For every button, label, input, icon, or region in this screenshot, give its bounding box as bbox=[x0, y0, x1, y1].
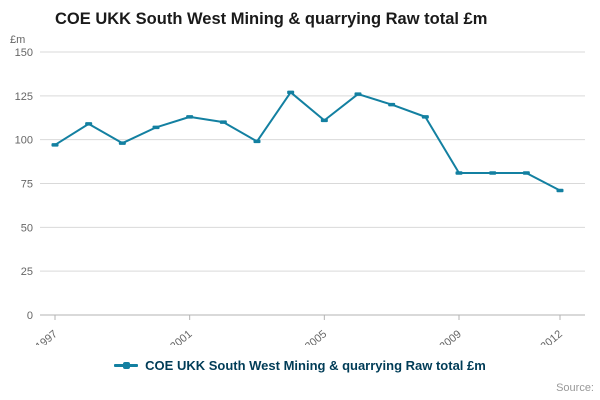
y-tick-label: 100 bbox=[15, 135, 33, 147]
x-tick-label: 2009 bbox=[437, 328, 463, 345]
data-point-marker bbox=[118, 141, 126, 145]
y-tick-label: 25 bbox=[21, 266, 33, 278]
data-point-marker bbox=[219, 120, 227, 124]
x-tick-label: 2012 bbox=[538, 328, 564, 345]
legend: COE UKK South West Mining & quarrying Ra… bbox=[0, 358, 600, 373]
legend-label: COE UKK South West Mining & quarrying Ra… bbox=[145, 358, 486, 373]
y-axis-unit-label: £m bbox=[10, 34, 26, 46]
data-point-marker bbox=[522, 171, 530, 175]
data-point-marker bbox=[320, 118, 328, 123]
y-tick-label: 125 bbox=[15, 91, 33, 103]
data-point-marker bbox=[556, 188, 564, 193]
data-point-marker bbox=[388, 102, 396, 107]
data-point-marker bbox=[489, 171, 497, 175]
data-point-marker bbox=[354, 92, 362, 96]
y-tick-label: 50 bbox=[21, 222, 33, 234]
data-point-marker bbox=[455, 171, 463, 175]
data-point-marker bbox=[85, 122, 93, 126]
chart-canvas: 0 25 50 75 100 125 150 1997 2001 2005 2009 2012 bbox=[15, 47, 585, 353]
data-point-marker bbox=[253, 139, 261, 144]
data-point-marker bbox=[186, 115, 194, 119]
x-tick-label: 2005 bbox=[303, 328, 329, 345]
x-tick-label: 2001 bbox=[168, 328, 194, 345]
data-point-marker bbox=[287, 90, 295, 95]
chart-title: COE UKK South West Mining & quarrying Ra… bbox=[55, 10, 488, 28]
data-point-marker bbox=[51, 143, 59, 147]
x-tick-label: 1997 bbox=[33, 328, 59, 345]
data-point-marker bbox=[421, 115, 429, 119]
source-label: Source: bbox=[556, 382, 594, 394]
y-tick-label: 0 bbox=[27, 310, 33, 322]
y-tick-label: 150 bbox=[15, 47, 33, 59]
data-point-marker bbox=[152, 125, 160, 130]
data-line bbox=[54, 91, 561, 192]
y-tick-label: 75 bbox=[21, 179, 33, 191]
line-chart: 0 25 50 75 100 125 150 1997 2001 2005 2009 2012 bbox=[0, 45, 600, 353]
legend-line-swatch bbox=[114, 362, 139, 369]
